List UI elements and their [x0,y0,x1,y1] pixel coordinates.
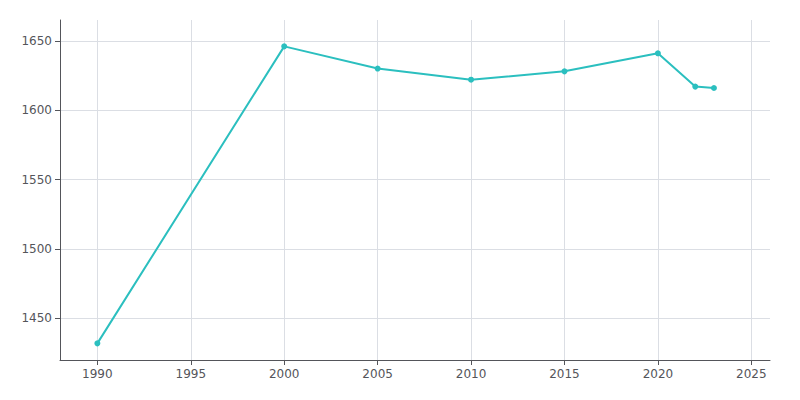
svg-text:1500: 1500 [21,242,52,256]
svg-text:2020: 2020 [643,367,674,381]
svg-text:2015: 2015 [549,367,580,381]
svg-text:1550: 1550 [21,173,52,187]
svg-text:1600: 1600 [21,103,52,117]
svg-text:1450: 1450 [21,311,52,325]
svg-text:1995: 1995 [176,367,207,381]
svg-text:1990: 1990 [82,367,113,381]
svg-text:2025: 2025 [736,367,767,381]
svg-text:2005: 2005 [362,367,393,381]
svg-text:1650: 1650 [21,34,52,48]
svg-text:2010: 2010 [456,367,487,381]
svg-text:2000: 2000 [269,367,300,381]
